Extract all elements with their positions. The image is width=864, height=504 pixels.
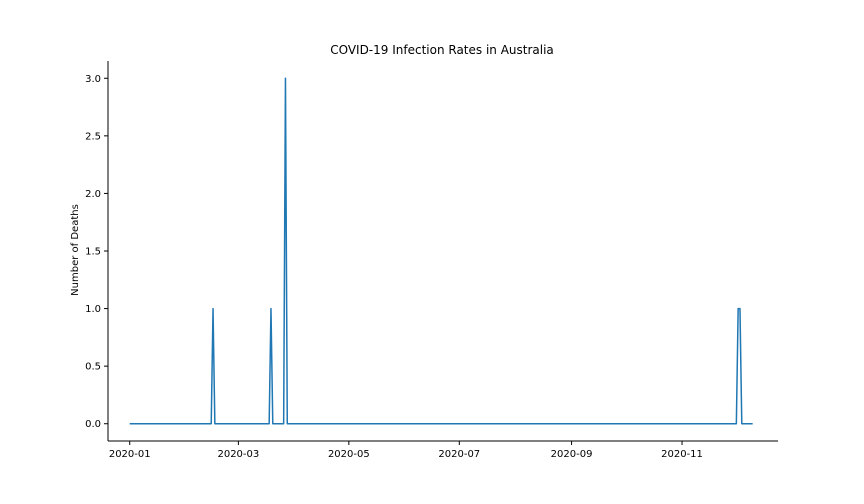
y-tick-label: 0.0 — [85, 419, 101, 430]
x-tick-label: 2020-09 — [551, 449, 593, 460]
y-axis-label: Number of Deaths — [70, 204, 81, 296]
x-tick-label: 2020-01 — [109, 449, 151, 460]
x-tick-label: 2020-03 — [217, 449, 259, 460]
chart-title: COVID-19 Infection Rates in Australia — [330, 43, 554, 57]
x-axis: 2020-01 2020-03 2020-05 2020-07 2020-09 2020-… — [108, 440, 778, 460]
y-tick-label: 3.0 — [85, 74, 101, 85]
y-axis: 0.0 0.5 1.0 1.5 2.0 2.5 3.0 — [85, 61, 109, 441]
x-tick-label: 2020-05 — [328, 449, 370, 460]
y-tick-label: 1.5 — [85, 247, 101, 258]
plot-area — [129, 77, 753, 425]
series-line-0 — [129, 77, 753, 425]
x-tick-label: 2020-11 — [661, 449, 703, 460]
y-tick-label: 2.5 — [85, 131, 101, 142]
y-tick-label: 0.5 — [85, 362, 101, 373]
x-tick-label: 2020-07 — [438, 449, 480, 460]
y-tick-label: 1.0 — [85, 304, 101, 315]
y-tick-label: 2.0 — [85, 189, 101, 200]
